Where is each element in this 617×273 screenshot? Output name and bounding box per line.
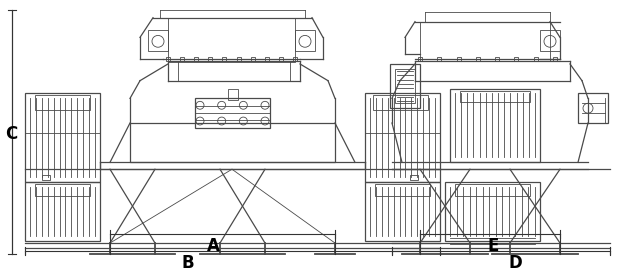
Bar: [455, 184, 530, 196]
Bar: [293, 57, 297, 61]
Bar: [148, 29, 168, 51]
Bar: [290, 61, 300, 81]
Bar: [457, 57, 460, 61]
Bar: [251, 57, 255, 61]
Bar: [578, 93, 608, 123]
Bar: [25, 93, 100, 182]
Text: A: A: [207, 237, 219, 255]
Bar: [534, 57, 537, 61]
Bar: [540, 29, 560, 51]
Bar: [553, 57, 557, 61]
Bar: [35, 184, 90, 196]
Bar: [194, 57, 198, 61]
Bar: [295, 29, 315, 51]
Bar: [25, 182, 100, 241]
Bar: [365, 93, 440, 182]
Bar: [420, 22, 550, 61]
Text: B: B: [182, 254, 194, 272]
Bar: [445, 182, 540, 241]
Text: E: E: [488, 237, 499, 255]
Text: D: D: [508, 254, 522, 272]
Bar: [168, 18, 295, 62]
Bar: [42, 175, 50, 180]
Bar: [373, 96, 428, 110]
Bar: [365, 182, 440, 241]
Bar: [395, 69, 415, 103]
Bar: [279, 57, 283, 61]
Bar: [265, 57, 269, 61]
Bar: [437, 57, 441, 61]
Bar: [223, 57, 226, 61]
Text: C: C: [5, 125, 17, 143]
Bar: [130, 123, 335, 162]
Bar: [35, 96, 90, 110]
Bar: [460, 91, 530, 102]
Bar: [168, 61, 178, 81]
Bar: [390, 64, 420, 108]
Bar: [410, 175, 418, 180]
Bar: [515, 57, 518, 61]
Bar: [209, 57, 212, 61]
Bar: [375, 184, 430, 196]
Bar: [180, 57, 184, 61]
Bar: [195, 98, 270, 128]
Bar: [166, 57, 170, 61]
Bar: [228, 88, 238, 100]
Bar: [418, 57, 422, 61]
Bar: [450, 88, 540, 162]
Bar: [476, 57, 480, 61]
Bar: [236, 57, 241, 61]
Bar: [495, 57, 499, 61]
